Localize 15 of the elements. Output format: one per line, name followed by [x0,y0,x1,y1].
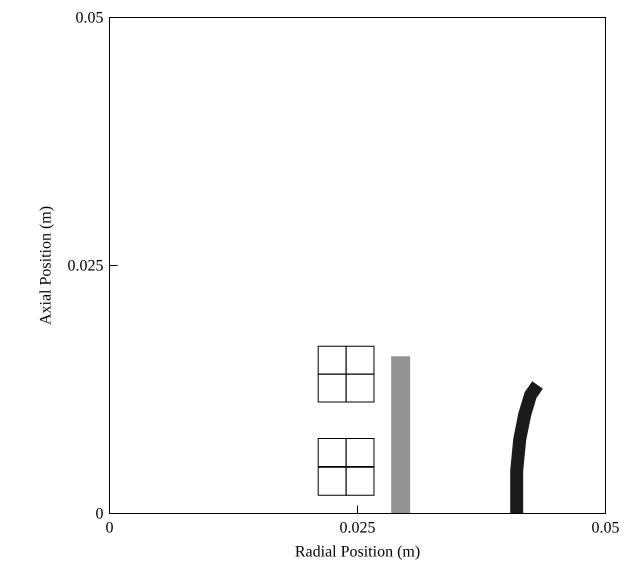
x-tick-label: 0.025 [340,520,376,536]
point [318,466,347,496]
y-tick-label: 0.05 [76,10,104,26]
y-tick-label: 0.025 [68,258,104,274]
point [345,438,374,467]
point [345,346,374,375]
x-axis-title: Radial Position (m) [294,544,420,560]
point [318,346,347,375]
y-tick-label: 0 [96,506,104,522]
y-axis-title: Axial Position (m) [38,206,54,326]
point [345,374,374,403]
point [345,466,374,496]
point [318,374,347,403]
x-tick-label: 0.05 [592,520,620,536]
point [318,438,347,467]
